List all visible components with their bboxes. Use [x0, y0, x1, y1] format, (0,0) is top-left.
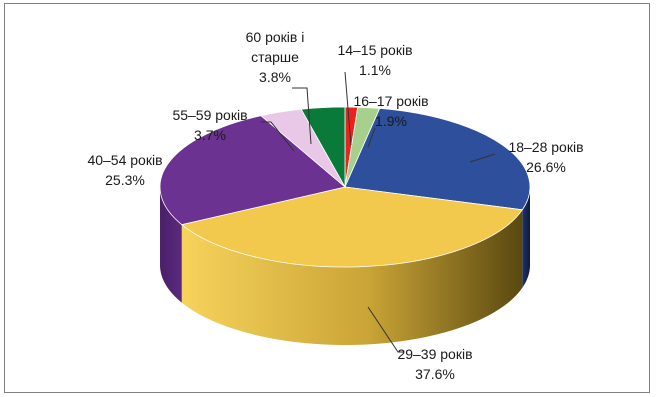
slice-label-29-39-років: 29–39 років 37.6% [397, 346, 472, 382]
slice-category-label: 60 років і [246, 29, 305, 45]
slice-labels: 14–15 років 1.1% 16–17 років 1.9% 18–28 рокі… [87, 29, 583, 382]
pie-tops [159, 106, 531, 268]
slice-category-label: 18–28 років [508, 139, 583, 155]
leader-line-18-28-років [469, 153, 496, 163]
slice-side-40-54-років [160, 188, 182, 303]
slice-40-54-років [159, 115, 346, 226]
slice-category-label: 16–17 років [353, 93, 428, 109]
leader-line-60-років-і-старше [292, 87, 312, 145]
slice-value-label: 3.7% [194, 127, 226, 143]
pie-sides [160, 187, 530, 345]
slice-category-label: 55–59 років [172, 107, 247, 123]
leader-line-55-59-років [261, 121, 295, 152]
slice-label-60-років-і-старше: 60 років і старше 3.8% [246, 29, 305, 85]
slice-value-label: 3.8% [259, 69, 291, 85]
slice-category-label: 40–54 років [87, 152, 162, 168]
slice-18-28-років [344, 107, 531, 211]
slice-category-label: 14–15 років [337, 42, 412, 58]
slice-label-18-28-років: 18–28 років 26.6% [508, 139, 583, 175]
slice-category-label: 29–39 років [397, 346, 472, 362]
slice-side-18-28-років [522, 187, 530, 288]
slice-value-label: 25.3% [105, 172, 145, 188]
slice-value-label: 1.1% [359, 62, 391, 78]
slice-side-29-39-років [181, 209, 523, 345]
slice-29-39-років [180, 186, 524, 268]
slice-label-55-59-років: 55–59 років 3.7% [172, 107, 247, 143]
slice-label-14-15-років: 14–15 років 1.1% [337, 42, 412, 78]
leader-line-16-17-років [367, 127, 376, 148]
slice-category-label: старше [251, 49, 299, 65]
leader-line-29-39-років [367, 306, 404, 353]
slice-60-років-і-старше [300, 106, 346, 189]
slice-value-label: 37.6% [415, 366, 455, 382]
slice-label-16-17-років: 16–17 років 1.9% [353, 93, 428, 129]
slice-value-label: 1.9% [375, 113, 407, 129]
chart-frame: 14–15 років 1.1% 16–17 років 1.9% 18–28 рокі… [4, 3, 650, 393]
slice-label-40-54-років: 40–54 років 25.3% [87, 152, 162, 188]
leader-line-14-15-років [344, 71, 352, 146]
pie-chart: 14–15 років 1.1% 16–17 років 1.9% 18–28 рокі… [87, 29, 583, 382]
leader-lines [261, 71, 496, 353]
slice-value-label: 26.6% [526, 159, 566, 175]
